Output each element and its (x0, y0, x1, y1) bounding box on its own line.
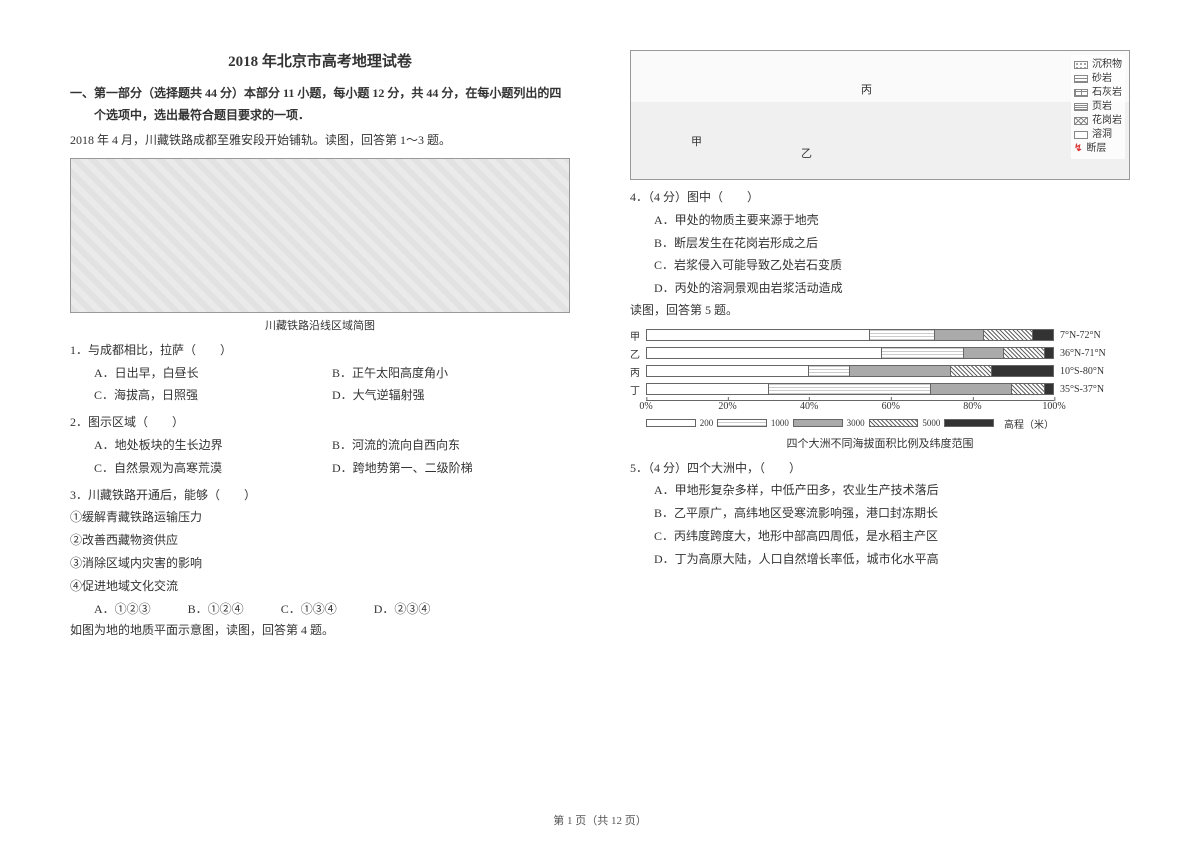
q4-option-c: C．岩浆侵入可能导致乙处岩石变质 (654, 254, 1130, 277)
figure-bar-chart: 甲7°N-72°N乙36°N-71°N丙10°S-80°N丁35°S-37°N0… (630, 328, 1130, 451)
intro-q4: 如图为地的地质平面示意图，读图，回答第 4 题。 (70, 620, 570, 642)
q3-option-a: A．①②③ (94, 598, 151, 621)
geology-image-placeholder: 沉积物 砂岩 石灰岩 页岩 花岗岩 溶洞 ↯断层 甲 乙 丙 (630, 50, 1130, 180)
bar-row: 丙10°S-80°N (630, 364, 1130, 379)
map-image-placeholder (70, 158, 570, 313)
geo-label-a: 甲 (691, 133, 702, 149)
q4-option-d: D．丙处的溶洞景观由岩浆活动造成 (654, 277, 1130, 300)
q4-option-b: B．断层发生在花岗岩形成之后 (654, 232, 1130, 255)
q4-option-a: A．甲处的物质主要来源于地壳 (654, 209, 1130, 232)
q2-option-a: A．地处板块的生长边界 (94, 434, 332, 457)
question-5: 5．（4 分）四个大洲中，（ ） A．甲地形复杂多样，中低产田多，农业生产技术落… (630, 457, 1130, 571)
q1-option-d: D．大气逆辐射强 (332, 384, 570, 407)
section-1-heading: 一、第一部分（选择题共 44 分）本部分 11 小题，每小题 12 分，共 44… (70, 83, 570, 126)
bar-row: 甲7°N-72°N (630, 328, 1130, 343)
geology-legend: 沉积物 砂岩 石灰岩 页岩 花岗岩 溶洞 ↯断层 (1071, 55, 1125, 159)
q1-option-b: B．正午太阳高度角小 (332, 362, 570, 385)
q5-stem: 5．（4 分）四个大洲中，（ ） (630, 457, 1130, 480)
q2-option-c: C．自然景观为高寒荒漠 (94, 457, 332, 480)
geo-label-b: 乙 (801, 145, 812, 161)
exam-title: 2018 年北京市高考地理试卷 (70, 50, 570, 71)
figure-map: 川藏铁路沿线区域简图 (70, 158, 570, 333)
q2-option-d: D．跨地势第一、二级阶梯 (332, 457, 570, 480)
q4-stem: 4．（4 分）图中（ ） (630, 186, 1130, 209)
question-4: 4．（4 分）图中（ ） A．甲处的物质主要来源于地壳 B．断层发生在花岗岩形成… (630, 186, 1130, 300)
page-footer: 第 1 页（共 12 页） (0, 812, 1200, 828)
figure-geology: 沉积物 砂岩 石灰岩 页岩 花岗岩 溶洞 ↯断层 甲 乙 丙 (630, 50, 1130, 180)
q5-option-d: D．丁为高原大陆，人口自然增长率低，城市化水平高 (654, 548, 1130, 571)
geo-label-c: 丙 (861, 81, 872, 97)
q1-option-c: C．海拔高，日照强 (94, 384, 332, 407)
q5-option-a: A．甲地形复杂多样，中低产田多，农业生产技术落后 (654, 479, 1130, 502)
q5-option-c: C．丙纬度跨度大，地形中部高四周低，是水稻主产区 (654, 525, 1130, 548)
intro-q5: 读图，回答第 5 题。 (630, 300, 1130, 322)
q2-stem: 2．图示区域（ ） (70, 411, 570, 434)
q2-option-b: B．河流的流向自西向东 (332, 434, 570, 457)
q3-option-d: D．②③④ (374, 598, 431, 621)
intro-q1-3: 2018 年 4 月，川藏铁路成都至雅安段开始铺轨。读图，回答第 1～3 题。 (70, 130, 570, 152)
question-1: 1．与成都相比，拉萨（ ） A．日出早，白昼长 B．正午太阳高度角小 C．海拔高… (70, 339, 570, 407)
q1-option-a: A．日出早，白昼长 (94, 362, 332, 385)
q3-stem: 3．川藏铁路开通后，能够（ ） (70, 484, 570, 507)
q3-sub4: ④促进地域文化交流 (70, 575, 570, 598)
q3-sub3: ③消除区域内灾害的影响 (70, 552, 570, 575)
bar-row: 乙36°N-71°N (630, 346, 1130, 361)
q1-stem: 1．与成都相比，拉萨（ ） (70, 339, 570, 362)
bar-chart-caption: 四个大洲不同海拔面积比例及纬度范围 (630, 435, 1130, 451)
map-caption: 川藏铁路沿线区域简图 (70, 317, 570, 333)
question-2: 2．图示区域（ ） A．地处板块的生长边界 B．河流的流向自西向东 C．自然景观… (70, 411, 570, 479)
q3-sub1: ①缓解青藏铁路运输压力 (70, 506, 570, 529)
q3-option-b: B．①②④ (188, 598, 244, 621)
bar-row: 丁35°S-37°N (630, 382, 1130, 397)
question-3: 3．川藏铁路开通后，能够（ ） ①缓解青藏铁路运输压力 ②改善西藏物资供应 ③消… (70, 484, 570, 621)
q3-option-c: C．①③④ (281, 598, 337, 621)
q3-sub2: ②改善西藏物资供应 (70, 529, 570, 552)
q5-option-b: B．乙平原广，高纬地区受寒流影响强，港口封冻期长 (654, 502, 1130, 525)
